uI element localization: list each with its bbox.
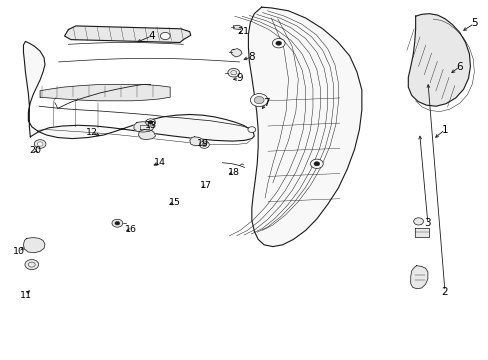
Text: 14: 14 [154,158,166,167]
Text: 20: 20 [29,146,41,155]
Polygon shape [189,137,203,146]
Polygon shape [40,85,170,101]
Polygon shape [248,7,361,247]
Polygon shape [230,49,242,57]
Text: 15: 15 [169,198,181,207]
Polygon shape [414,228,428,237]
Text: 6: 6 [455,62,462,72]
Polygon shape [233,25,242,30]
Circle shape [115,221,120,225]
Text: 5: 5 [470,18,477,28]
Text: 17: 17 [200,181,212,190]
Circle shape [227,68,239,77]
Text: 18: 18 [227,167,239,176]
Polygon shape [407,14,469,106]
Polygon shape [140,125,149,129]
Text: 9: 9 [236,73,243,84]
Text: 13: 13 [144,121,156,130]
Circle shape [37,142,43,146]
Circle shape [272,39,285,48]
Text: 12: 12 [86,128,98,137]
Circle shape [145,119,155,126]
Polygon shape [64,26,190,42]
Text: 8: 8 [248,52,255,62]
Text: 10: 10 [13,248,24,256]
Text: 7: 7 [263,98,269,108]
Circle shape [199,141,209,148]
Text: 3: 3 [424,218,430,228]
Circle shape [202,143,206,147]
Circle shape [250,94,267,107]
Circle shape [313,162,319,166]
Polygon shape [134,122,154,132]
Circle shape [310,159,323,168]
Text: 1: 1 [441,125,447,135]
Text: 4: 4 [148,31,155,41]
Circle shape [34,140,46,148]
Circle shape [275,41,281,45]
Polygon shape [138,130,155,140]
Circle shape [148,121,153,124]
Circle shape [254,96,264,104]
Circle shape [160,32,170,40]
Text: 19: 19 [197,139,208,148]
Text: 2: 2 [441,287,447,297]
Text: 21: 21 [237,27,249,36]
Circle shape [25,260,39,270]
Circle shape [413,218,423,225]
Circle shape [247,127,255,132]
Polygon shape [410,266,427,289]
Polygon shape [23,41,254,141]
Text: 11: 11 [20,291,31,300]
Polygon shape [23,238,45,253]
Circle shape [112,219,122,227]
Text: 16: 16 [125,225,137,234]
